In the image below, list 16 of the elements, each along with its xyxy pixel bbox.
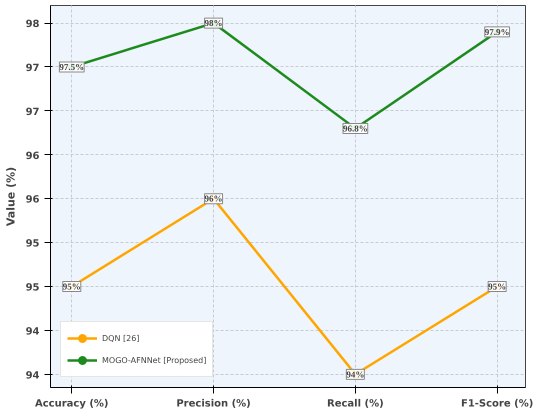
x-tick-label: Precision (%) — [176, 398, 251, 410]
x-tick-label: Recall (%) — [327, 398, 384, 410]
y-tick-label: 95 — [26, 238, 40, 250]
x-tick-label: Accuracy (%) — [35, 398, 109, 410]
legend-label: DQN [26] — [102, 334, 140, 342]
x-tick-label: F1-Score (%) — [460, 398, 534, 410]
y-tick-label: 96 — [26, 194, 40, 206]
legend-label: MOGO-AFNNet [Proposed] — [102, 356, 206, 364]
y-tick-label: 97 — [26, 106, 40, 118]
y-tick-label: 96 — [26, 150, 40, 162]
y-tick-label: 94 — [26, 370, 40, 382]
y-axis-title: Value (%) — [4, 166, 18, 226]
y-tick-label: 97 — [26, 62, 40, 74]
y-tick-label: 95 — [26, 282, 40, 294]
y-tick-label: 94 — [26, 326, 40, 338]
y-tick-label: 98 — [26, 19, 40, 30]
